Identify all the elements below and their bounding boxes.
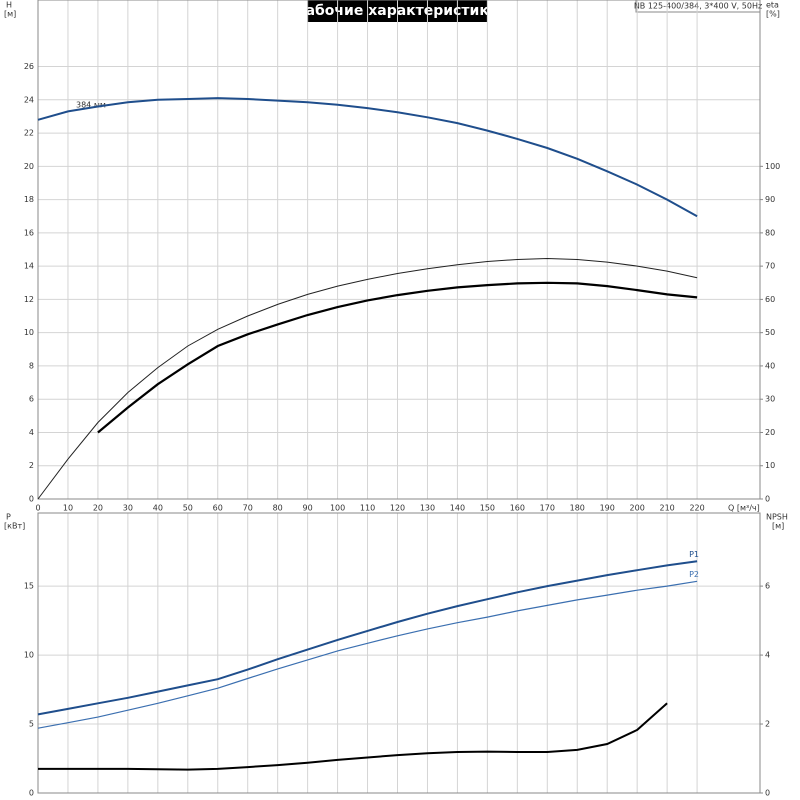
y-label: P xyxy=(6,513,11,522)
y2-tick-label: 50 xyxy=(765,328,775,337)
y-tick-label: 16 xyxy=(24,228,34,237)
y2-tick-label: 30 xyxy=(765,395,775,404)
y-unit: [м] xyxy=(4,10,16,19)
y-tick-label: 12 xyxy=(24,295,34,304)
x-label: Q [м³/ч] xyxy=(728,504,760,513)
y-tick-label: 2 xyxy=(29,461,34,470)
model-label: NB 125-400/384, 3*400 V, 50Hz xyxy=(634,2,762,11)
x-tick-label: 0 xyxy=(35,504,40,513)
y2-unit: [м] xyxy=(772,522,784,531)
series-label: P2 xyxy=(689,570,699,579)
series-line xyxy=(38,702,668,771)
y-tick-label: 15 xyxy=(24,582,34,591)
y-tick-label: 10 xyxy=(24,651,34,660)
series-line xyxy=(37,257,698,500)
y-tick-label: 22 xyxy=(24,129,34,138)
y-label: H xyxy=(6,1,12,10)
series-line xyxy=(37,580,698,729)
y-tick-label: 20 xyxy=(24,162,34,171)
y-tick-label: 0 xyxy=(29,789,34,798)
x-tick-label: 90 xyxy=(303,504,313,513)
x-tick-label: 50 xyxy=(183,504,193,513)
x-tick-label: 150 xyxy=(480,504,495,513)
x-tick-label: 180 xyxy=(570,504,585,513)
plot-frame xyxy=(37,512,761,794)
x-tick-label: 60 xyxy=(213,504,223,513)
x-tick-label: 160 xyxy=(510,504,525,513)
y2-tick-label: 40 xyxy=(765,361,775,370)
y2-tick-label: 20 xyxy=(765,428,775,437)
y2-unit: [%] xyxy=(766,10,780,19)
y-tick-label: 18 xyxy=(24,195,34,204)
x-tick-label: 10 xyxy=(63,504,73,513)
x-tick-label: 170 xyxy=(540,504,555,513)
y2-tick-label: 0 xyxy=(765,495,770,504)
y-tick-label: 6 xyxy=(29,395,34,404)
y2-label: NPSH xyxy=(766,513,788,522)
y2-tick-label: 60 xyxy=(765,295,775,304)
y2-tick-label: 0 xyxy=(765,789,770,798)
y-tick-label: 8 xyxy=(29,361,34,370)
y-tick-label: 0 xyxy=(29,495,34,504)
y2-tick-label: 4 xyxy=(765,651,770,660)
x-tick-label: 30 xyxy=(123,504,133,513)
series-line xyxy=(97,281,698,434)
x-tick-label: 220 xyxy=(689,504,704,513)
x-tick-label: 130 xyxy=(420,504,435,513)
x-tick-label: 140 xyxy=(450,504,465,513)
y-tick-label: 14 xyxy=(24,262,34,271)
x-tick-label: 200 xyxy=(630,504,645,513)
x-tick-label: 120 xyxy=(390,504,405,513)
title-box xyxy=(307,0,487,22)
y2-tick-label: 6 xyxy=(765,582,770,591)
series-label: P1 xyxy=(689,550,699,559)
x-tick-label: 100 xyxy=(330,504,345,513)
x-tick-label: 20 xyxy=(93,504,103,513)
y2-tick-label: 2 xyxy=(765,720,770,729)
y-tick-label: 24 xyxy=(24,95,34,104)
y-unit: [кВт] xyxy=(4,522,25,531)
chart-title: Рабочие характеристики xyxy=(295,3,498,19)
y-tick-label: 26 xyxy=(24,62,34,71)
x-tick-label: 70 xyxy=(243,504,253,513)
y-tick-label: 10 xyxy=(24,328,34,337)
y-tick-label: 5 xyxy=(29,720,34,729)
x-tick-label: 40 xyxy=(153,504,163,513)
y2-tick-label: 90 xyxy=(765,195,775,204)
y2-tick-label: 80 xyxy=(765,228,775,237)
x-tick-label: 190 xyxy=(600,504,615,513)
y-tick-label: 4 xyxy=(29,428,34,437)
y2-tick-label: 100 xyxy=(765,162,780,171)
x-tick-label: 110 xyxy=(360,504,375,513)
x-tick-label: 210 xyxy=(659,504,674,513)
x-tick-label: 80 xyxy=(273,504,283,513)
series-line xyxy=(37,97,698,218)
curve-annotation: 384 мм xyxy=(76,101,106,110)
y2-label: eta xyxy=(766,1,779,10)
y2-tick-label: 70 xyxy=(765,262,775,271)
plot-frame xyxy=(37,0,761,500)
y2-tick-label: 10 xyxy=(765,461,775,470)
series-line xyxy=(37,560,698,716)
